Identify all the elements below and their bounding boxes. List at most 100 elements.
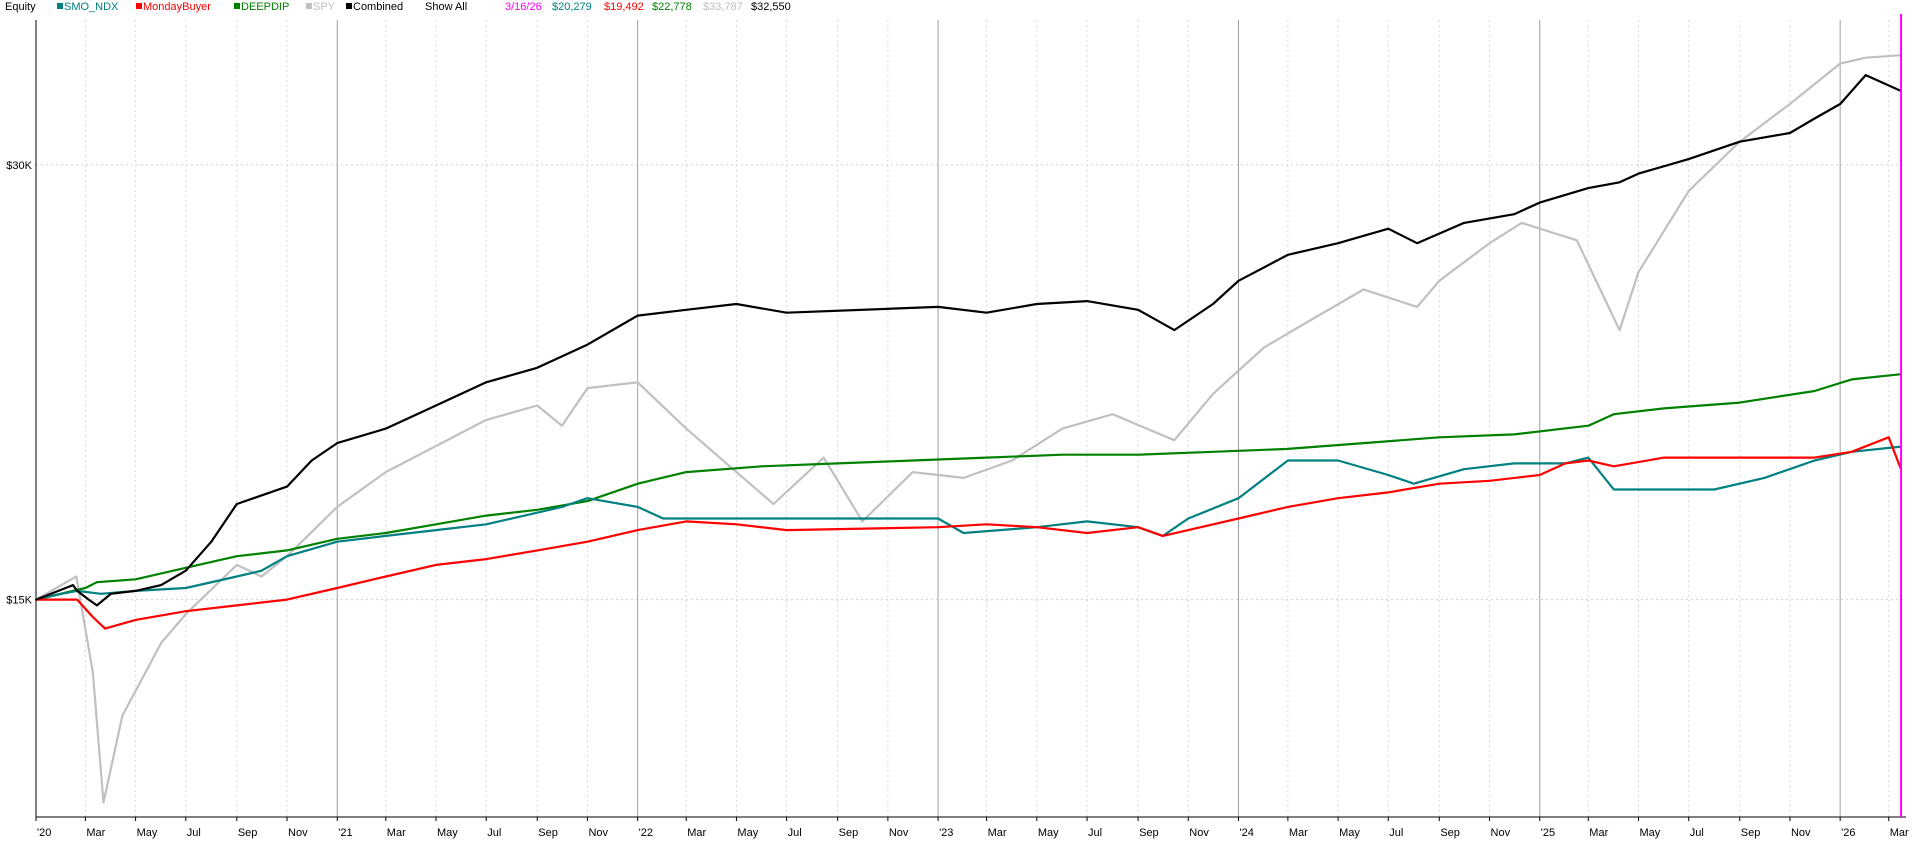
legend-label: SPY [313, 1, 336, 13]
data-point [1612, 488, 1615, 491]
x-tick-label: Sep [1741, 827, 1761, 839]
data-point [310, 459, 313, 462]
data-point [235, 604, 238, 607]
data-point [104, 627, 106, 630]
data-point [1564, 462, 1567, 465]
data-point [1587, 187, 1590, 190]
legend-label: Combined [353, 1, 404, 13]
cursor-value-smo-ndx: $20,279 [552, 1, 592, 13]
data-point [1663, 407, 1665, 410]
x-tick-label: Mar [1589, 827, 1608, 839]
series-line-combined [35, 73, 1902, 607]
data-point [937, 526, 939, 529]
legend-swatch-icon [234, 3, 240, 9]
data-point [1416, 306, 1418, 308]
data-point [1789, 132, 1791, 134]
grid [35, 20, 1906, 817]
data-point [911, 471, 914, 473]
x-tick-label: Jul [788, 827, 802, 839]
data-point [1337, 497, 1339, 500]
data-point [1011, 459, 1014, 462]
data-point [1438, 279, 1441, 282]
data-point [1538, 201, 1541, 204]
data-point [1513, 462, 1516, 465]
data-point [1488, 242, 1491, 245]
data-point [1161, 535, 1164, 537]
data-point [1387, 474, 1390, 476]
data-point [1538, 474, 1541, 476]
data-point [985, 311, 988, 314]
x-tick-label: May [737, 827, 758, 839]
data-point [1713, 488, 1716, 491]
data-point [84, 587, 87, 589]
data-point [134, 619, 137, 621]
data-point [286, 485, 288, 488]
x-tick-label: '23 [939, 827, 953, 839]
data-point [1387, 227, 1390, 230]
data-point [184, 566, 187, 569]
cursor-value-combined: $32,550 [751, 1, 791, 13]
data-point [685, 471, 688, 473]
data-point [1587, 456, 1590, 459]
x-tick-label: Jul [1088, 827, 1102, 839]
data-point [1488, 479, 1491, 482]
cursor-date: 3/16/26 [505, 1, 542, 13]
x-tick-label: Nov [889, 827, 909, 839]
data-point [836, 462, 839, 465]
legend-label: SMO_NDX [64, 1, 119, 13]
data-point [636, 314, 639, 317]
data-point [1387, 491, 1390, 494]
data-point [1212, 450, 1214, 453]
data-point [1173, 439, 1176, 442]
data-point [91, 671, 94, 673]
data-point [1587, 459, 1590, 462]
data-point [1738, 456, 1741, 459]
data-point [1587, 424, 1590, 427]
x-tick-label: Sep [839, 827, 859, 839]
cursor-value-spy: $33,787 [703, 1, 743, 13]
data-point [110, 592, 112, 595]
legend-item-smo-ndx[interactable]: SMO_NDX [57, 0, 118, 14]
data-point [160, 584, 163, 586]
chart-legend: Equity SMO_NDX MondayBuyer DEEPDIP SPY C… [0, 0, 1920, 16]
data-point [60, 592, 63, 595]
cursor-value-deepdip: $22,778 [652, 1, 692, 13]
data-point [1618, 329, 1621, 331]
data-point [235, 564, 238, 566]
series-line-smo-ndx [35, 445, 1902, 601]
data-point [485, 381, 488, 384]
data-point [235, 555, 238, 558]
data-point [260, 569, 263, 572]
legend-item-spy[interactable]: SPY [306, 0, 335, 14]
legend-item-deepdip[interactable]: DEEPDIP [234, 0, 289, 14]
data-point [1035, 303, 1038, 305]
data-point [1839, 62, 1842, 65]
x-tick-label: May [1339, 827, 1360, 839]
data-point [1362, 442, 1365, 444]
data-point [184, 569, 187, 572]
legend-item-combined[interactable]: Combined [346, 0, 403, 14]
data-point [536, 511, 539, 514]
data-point [685, 520, 688, 523]
data-point [1663, 456, 1665, 459]
data-point [1438, 436, 1441, 439]
x-tick-label: Sep [538, 827, 558, 839]
data-point [536, 366, 539, 369]
data-point [1864, 56, 1867, 59]
data-point [536, 508, 539, 511]
show-all-button[interactable]: Show All [425, 1, 468, 13]
data-point [586, 497, 589, 500]
x-axis: '20 Mar May Jul Sep Nov '21 Mar May Jul Sep Nov '22 M… [35, 816, 1909, 839]
data-point [286, 555, 288, 558]
data-point [1463, 468, 1465, 471]
data-point [384, 575, 387, 578]
x-tick-label: Nov [1189, 827, 1209, 839]
data-point [561, 424, 563, 427]
data-point [1086, 300, 1088, 302]
data-point [985, 523, 988, 526]
y-axis: $15K $30K [6, 20, 37, 817]
data-point [636, 482, 639, 485]
legend-item-mondaybuyer[interactable]: MondayBuyer [136, 0, 211, 14]
data-point [384, 471, 387, 473]
